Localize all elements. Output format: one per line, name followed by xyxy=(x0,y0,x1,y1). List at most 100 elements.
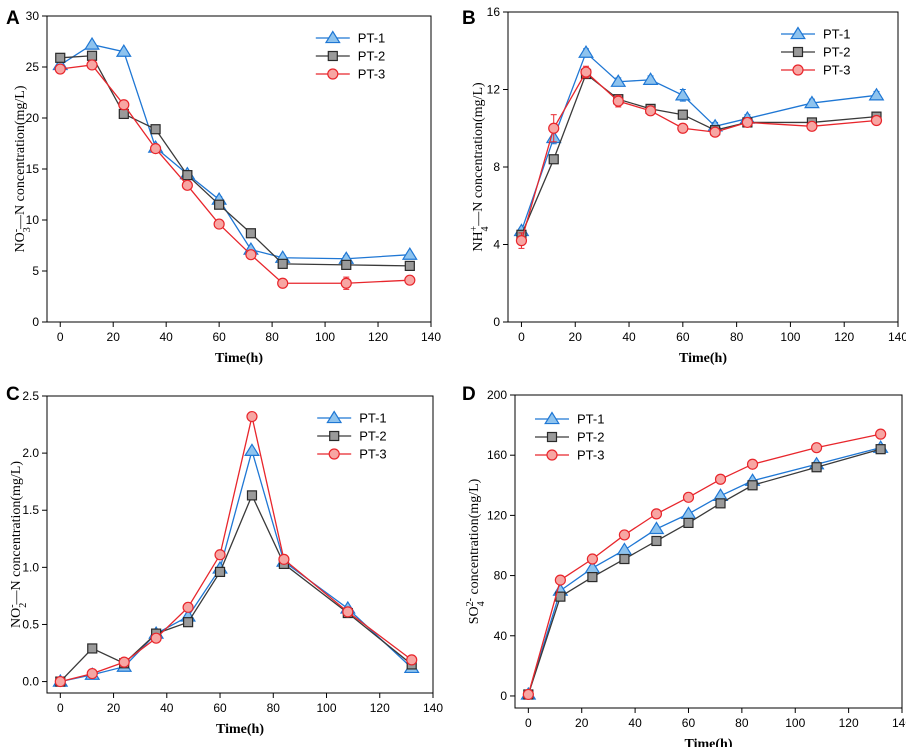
data-point xyxy=(578,45,594,58)
data-point xyxy=(86,667,98,680)
x-tick-label: 140 xyxy=(892,716,906,730)
x-tick-label: 80 xyxy=(265,330,279,344)
data-point xyxy=(741,116,753,129)
data-point xyxy=(810,442,823,454)
chart-panel-c: C 0 20 40 60 80 100 120 140 0.0 0.5 1.0 1.5 2.0 2.5 Tim… xyxy=(6,384,443,737)
data-point xyxy=(875,428,887,440)
data-point xyxy=(714,473,727,485)
y-tick-label: 0 xyxy=(500,689,507,703)
data-point xyxy=(651,535,662,547)
legend-marker xyxy=(328,448,340,460)
y-tick-label: 200 xyxy=(487,388,507,402)
y-tick-label: 0 xyxy=(32,315,39,329)
data-point xyxy=(616,542,633,556)
legend-label: PT-2 xyxy=(577,430,604,445)
x-tick-label: 20 xyxy=(575,716,589,730)
data-point xyxy=(277,258,288,269)
data-point xyxy=(54,63,66,75)
series-line xyxy=(60,55,410,267)
y-tick-label: 40 xyxy=(494,629,508,643)
data-point xyxy=(118,108,129,120)
data-point xyxy=(522,688,534,701)
legend: PT-1 PT-2 PT-3 xyxy=(315,30,385,82)
x-tick-label: 100 xyxy=(315,330,335,344)
legend-label: PT-3 xyxy=(823,63,850,78)
y-tick-label: 30 xyxy=(26,9,40,23)
series-pt-2 xyxy=(55,490,417,687)
legend-marker xyxy=(546,449,558,461)
data-point xyxy=(182,170,193,181)
data-point xyxy=(619,553,630,565)
legend-marker xyxy=(544,411,560,425)
data-point xyxy=(683,517,694,529)
x-tick-label: 0 xyxy=(57,330,64,344)
x-tick-label: 100 xyxy=(785,716,805,730)
y-tick-label: 16 xyxy=(487,5,501,19)
data-point xyxy=(587,571,598,583)
x-tick-label: 60 xyxy=(212,330,226,344)
series-line xyxy=(60,64,410,284)
data-point xyxy=(648,521,665,535)
legend-marker xyxy=(329,430,340,442)
data-point xyxy=(149,143,162,155)
x-tick-label: 80 xyxy=(730,330,744,344)
legend-marker xyxy=(546,431,558,443)
x-tick-label: 140 xyxy=(888,330,906,344)
legend-label: PT-3 xyxy=(359,447,386,462)
series-line xyxy=(520,51,877,232)
y-tick-label: 2.5 xyxy=(22,389,39,403)
legend-marker xyxy=(790,26,806,40)
x-tick-label: 40 xyxy=(159,330,173,344)
x-tick-label: 80 xyxy=(267,701,281,715)
series-line xyxy=(59,493,413,683)
panel-label: B xyxy=(462,8,476,29)
data-point xyxy=(150,632,162,644)
data-point xyxy=(118,656,130,668)
data-point xyxy=(214,566,226,578)
x-tick-label: 120 xyxy=(368,330,388,344)
y-tick-label: 120 xyxy=(487,508,507,522)
data-point xyxy=(214,199,225,210)
data-point xyxy=(746,458,759,470)
data-point xyxy=(244,443,260,456)
x-tick-label: 20 xyxy=(107,330,121,344)
series-pt-2 xyxy=(516,68,882,240)
series-pt-2 xyxy=(55,50,415,271)
data-point xyxy=(610,74,627,87)
data-point xyxy=(342,606,354,618)
x-tick-label: 0 xyxy=(518,330,525,344)
data-point xyxy=(715,498,726,509)
panel-label: C xyxy=(6,384,20,405)
y-tick-label: 20 xyxy=(26,111,40,125)
y-tick-label: 1.5 xyxy=(22,503,39,517)
data-point xyxy=(84,36,100,50)
x-tick-label: 80 xyxy=(735,716,749,730)
data-point xyxy=(875,444,886,455)
y-tick-label: 8 xyxy=(493,160,500,174)
legend-label: PT-1 xyxy=(577,412,604,427)
y-axis-title: NO2-—N concentration(mg/L) xyxy=(7,461,29,628)
data-point xyxy=(870,114,883,127)
legend-marker xyxy=(792,46,804,58)
legend: PT-1 PT-2 PT-3 xyxy=(535,411,604,463)
legend: PT-1 PT-2 PT-3 xyxy=(317,410,387,462)
y-tick-label: 2.0 xyxy=(22,446,39,460)
data-point xyxy=(642,72,659,85)
y-tick-label: 160 xyxy=(487,448,507,462)
y-tick-label: 80 xyxy=(494,569,508,583)
chart-panel-b: B 0 20 40 60 80 100 120 140 0 4 8 12 16 Time(h) NH4+—N … xyxy=(462,5,906,366)
data-point xyxy=(806,120,818,132)
series-pt-3 xyxy=(54,410,418,688)
legend-marker xyxy=(327,50,338,62)
plot-frame xyxy=(46,395,434,694)
x-axis-title: Time(h) xyxy=(685,737,733,747)
data-point xyxy=(115,44,132,57)
data-point xyxy=(340,277,352,289)
data-point xyxy=(278,553,290,565)
data-point xyxy=(401,247,418,260)
data-point xyxy=(580,66,592,78)
data-point xyxy=(246,490,258,501)
data-point xyxy=(118,99,130,111)
series-pt-1 xyxy=(52,443,420,687)
series-pt-3 xyxy=(515,65,883,249)
